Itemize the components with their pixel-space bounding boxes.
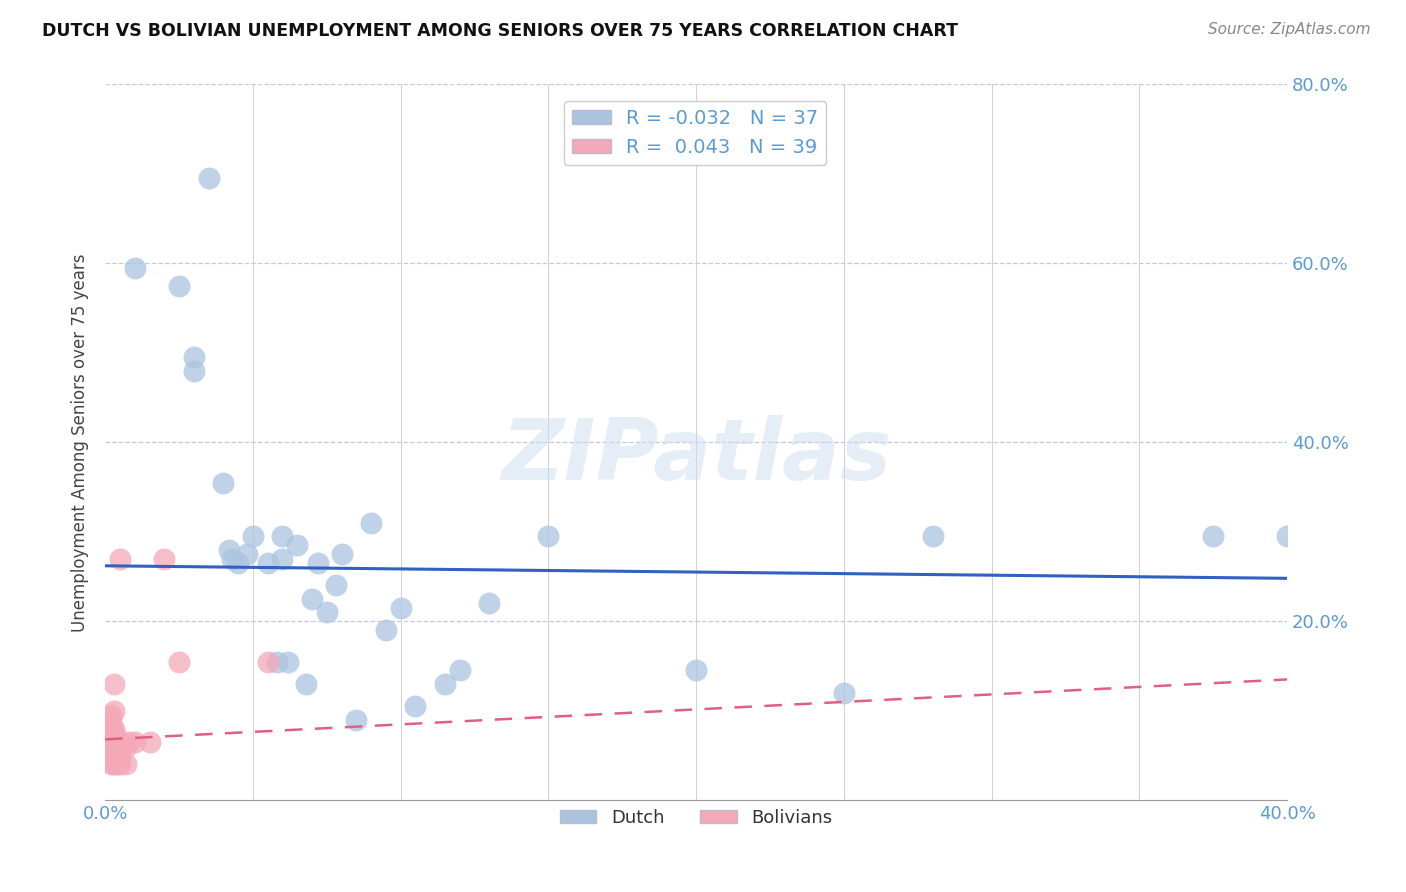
Point — [360, 516, 382, 530]
Point — [183, 351, 205, 365]
Point — [167, 278, 190, 293]
Point — [103, 726, 125, 740]
Point — [103, 744, 125, 758]
Point — [103, 704, 125, 718]
Point — [221, 551, 243, 566]
Point — [685, 664, 707, 678]
Point — [100, 722, 122, 736]
Point — [832, 686, 855, 700]
Point — [108, 750, 131, 764]
Point — [167, 655, 190, 669]
Point — [295, 677, 318, 691]
Point — [183, 364, 205, 378]
Point — [307, 556, 329, 570]
Point — [921, 529, 943, 543]
Point — [100, 744, 122, 758]
Point — [103, 757, 125, 772]
Point — [242, 529, 264, 543]
Point — [108, 551, 131, 566]
Point — [256, 556, 278, 570]
Point — [271, 529, 294, 543]
Point — [212, 475, 235, 490]
Legend: Dutch, Bolivians: Dutch, Bolivians — [553, 802, 839, 834]
Point — [103, 739, 125, 754]
Point — [478, 596, 501, 610]
Point — [218, 542, 240, 557]
Point — [100, 726, 122, 740]
Point — [315, 605, 337, 619]
Point — [285, 538, 308, 552]
Point — [271, 551, 294, 566]
Point — [100, 750, 122, 764]
Point — [330, 547, 353, 561]
Point — [256, 655, 278, 669]
Point — [266, 655, 288, 669]
Point — [277, 655, 299, 669]
Point — [100, 708, 122, 723]
Point — [103, 731, 125, 745]
Point — [449, 664, 471, 678]
Point — [434, 677, 457, 691]
Point — [100, 717, 122, 731]
Text: Source: ZipAtlas.com: Source: ZipAtlas.com — [1208, 22, 1371, 37]
Point — [115, 739, 138, 754]
Point — [138, 735, 160, 749]
Point — [197, 171, 219, 186]
Point — [105, 750, 128, 764]
Point — [226, 556, 249, 570]
Point — [103, 722, 125, 736]
Point — [118, 735, 141, 749]
Point — [100, 757, 122, 772]
Point — [301, 591, 323, 606]
Point — [100, 713, 122, 727]
Point — [103, 750, 125, 764]
Text: DUTCH VS BOLIVIAN UNEMPLOYMENT AMONG SENIORS OVER 75 YEARS CORRELATION CHART: DUTCH VS BOLIVIAN UNEMPLOYMENT AMONG SEN… — [42, 22, 957, 40]
Point — [108, 739, 131, 754]
Point — [100, 739, 122, 754]
Y-axis label: Unemployment Among Seniors over 75 years: Unemployment Among Seniors over 75 years — [72, 253, 89, 632]
Point — [404, 699, 426, 714]
Point — [100, 735, 122, 749]
Point — [105, 739, 128, 754]
Point — [103, 677, 125, 691]
Point — [108, 757, 131, 772]
Point — [374, 624, 396, 638]
Text: ZIPatlas: ZIPatlas — [501, 415, 891, 498]
Point — [115, 757, 138, 772]
Point — [1275, 529, 1298, 543]
Point — [124, 260, 146, 275]
Point — [103, 735, 125, 749]
Point — [344, 713, 367, 727]
Point — [537, 529, 560, 543]
Point — [389, 600, 412, 615]
Point — [100, 731, 122, 745]
Point — [153, 551, 176, 566]
Point — [105, 757, 128, 772]
Point — [325, 578, 347, 592]
Point — [108, 744, 131, 758]
Point — [124, 735, 146, 749]
Point — [105, 731, 128, 745]
Point — [105, 744, 128, 758]
Point — [236, 547, 259, 561]
Point — [1202, 529, 1225, 543]
